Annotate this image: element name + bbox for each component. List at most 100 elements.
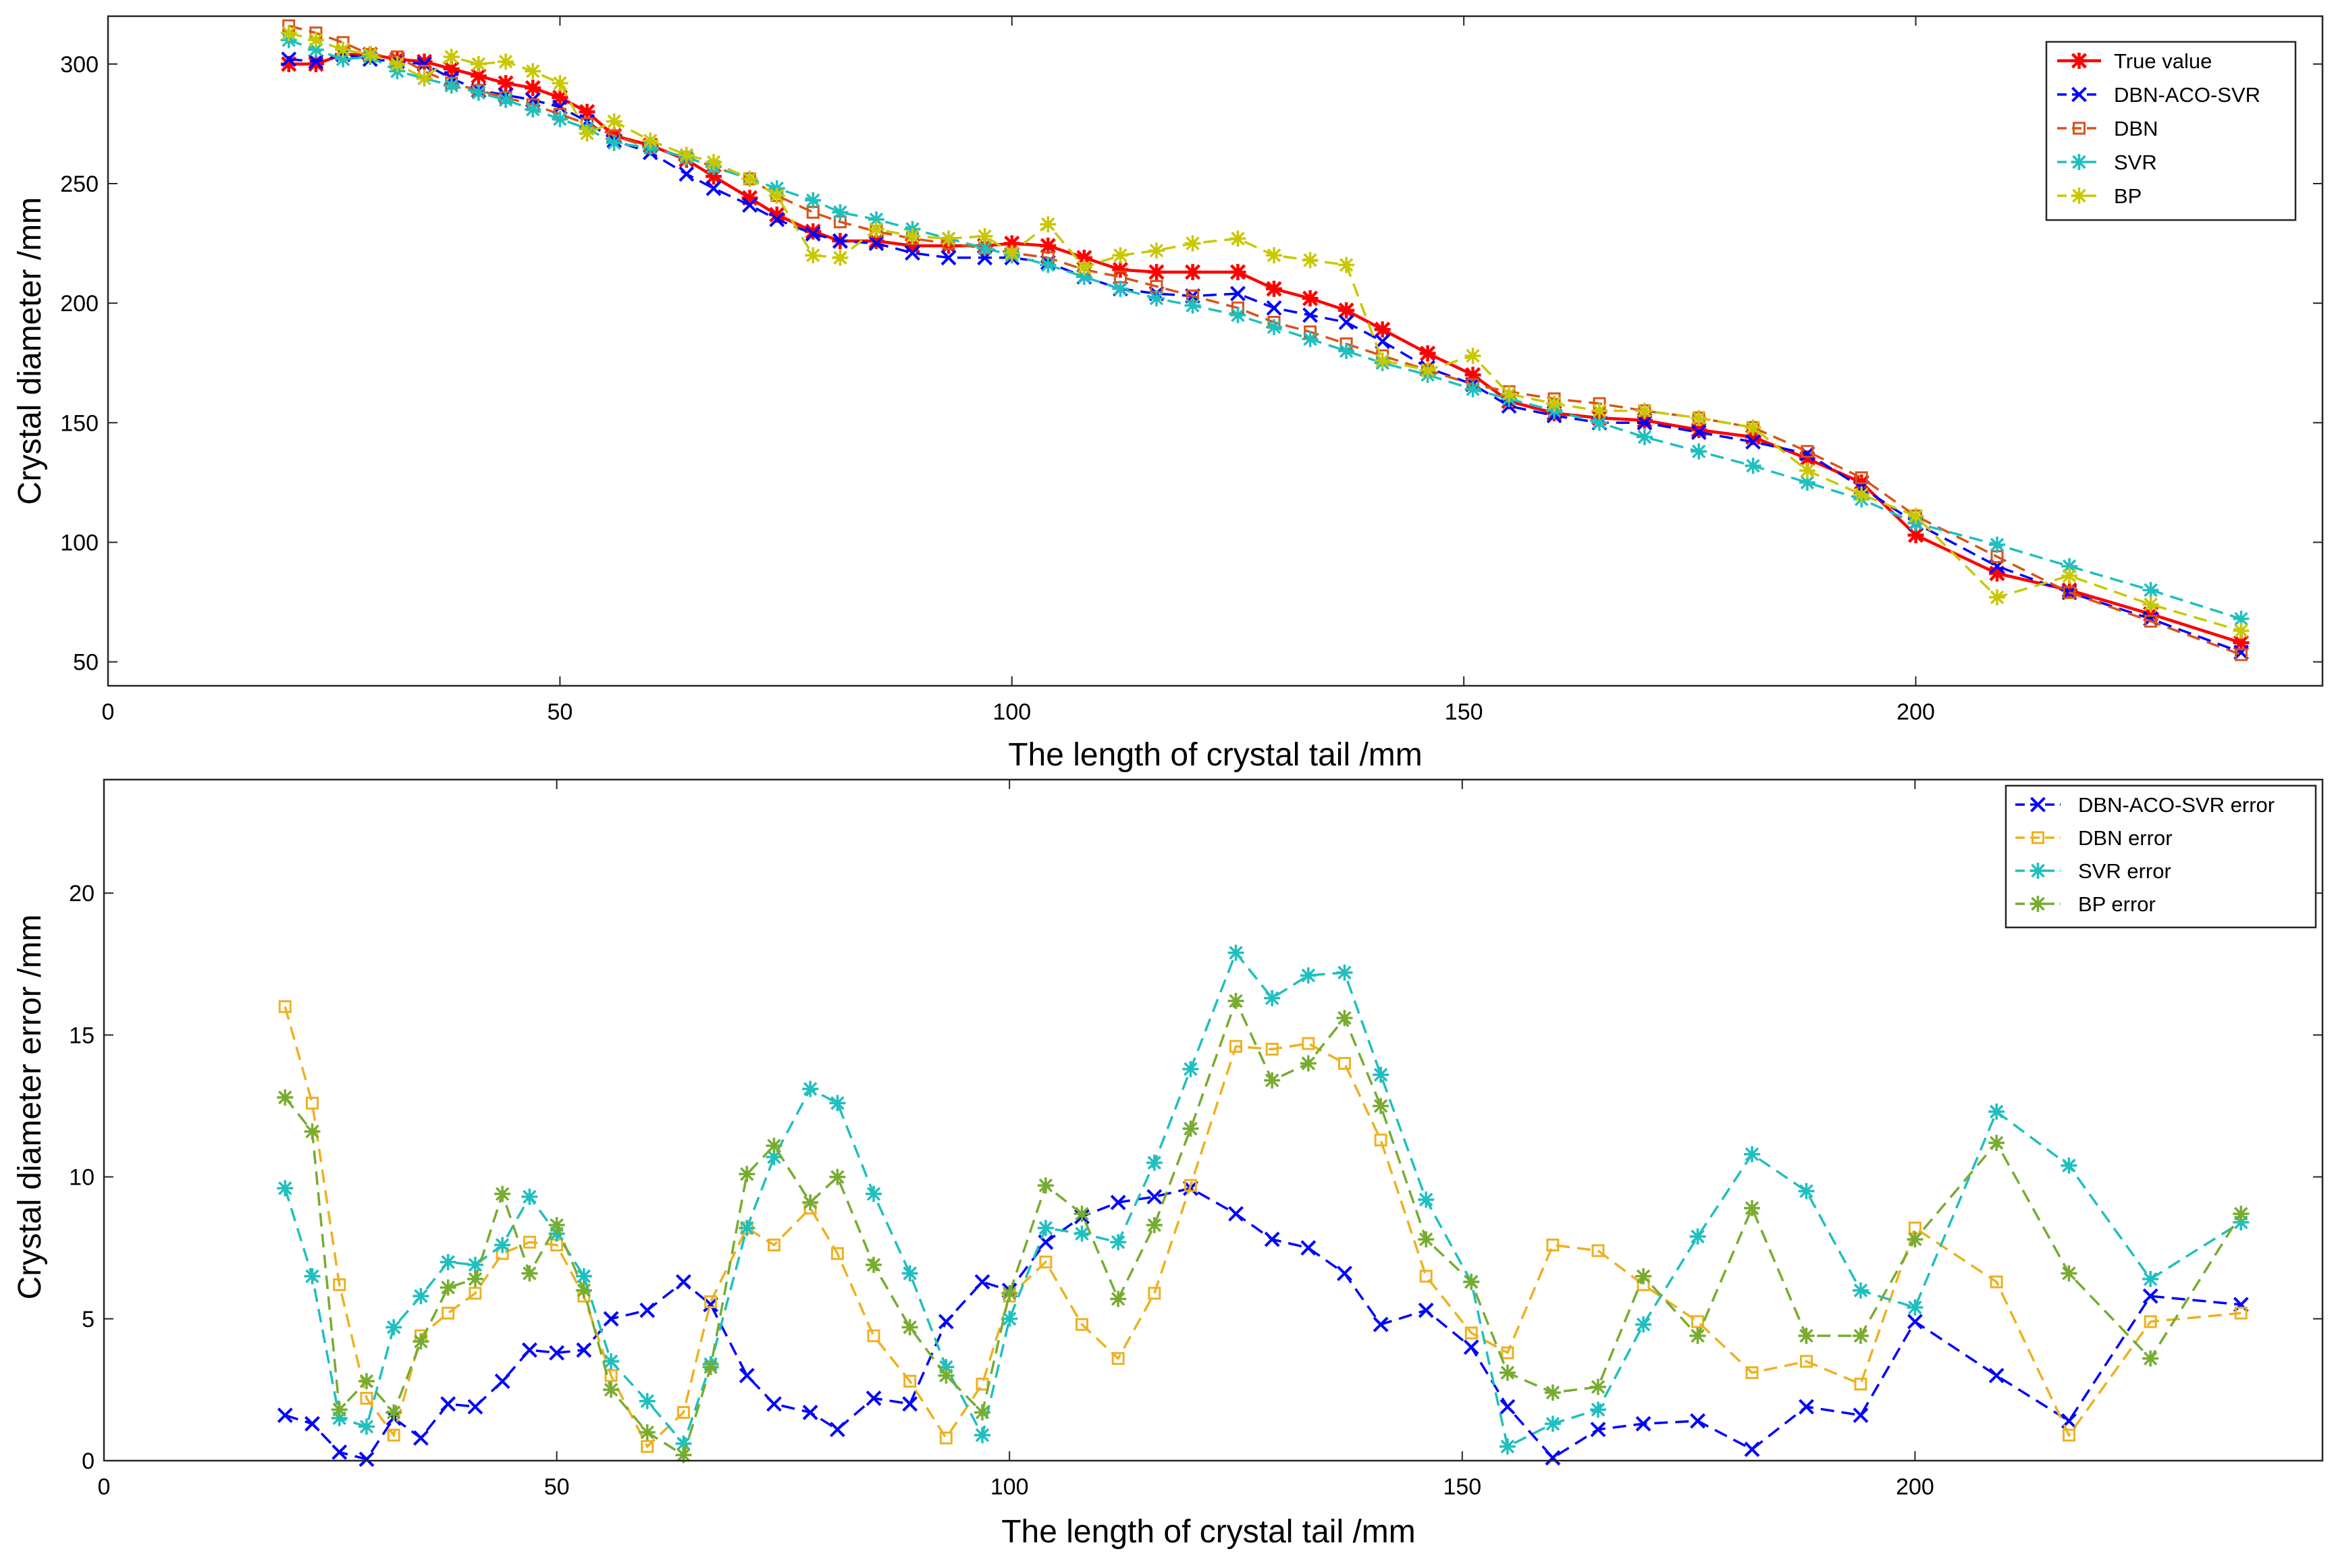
point-dbn-aco-svr: [1266, 300, 1282, 316]
point-dbn-aco-svr-error: [467, 1399, 483, 1415]
point-svr-error: [1300, 967, 1317, 984]
point-dbn: [2144, 614, 2158, 628]
point-svr-error: [1373, 1066, 1389, 1083]
diameter-x-axis-label: The length of crystal tail /mm: [1008, 737, 1423, 773]
point-bp-error: [1499, 1364, 1516, 1381]
point-dbn-aco-svr-error: [304, 1415, 320, 1432]
point-svr-error: [901, 1265, 918, 1282]
legend-label-true-value: True value: [2114, 49, 2212, 73]
error-y-tick-label: 10: [69, 1165, 95, 1191]
point-true-value: [1184, 264, 1201, 281]
point-dbn-error: [867, 1329, 880, 1343]
point-dbn-aco-svr: [940, 250, 957, 266]
point-svr: [868, 211, 884, 228]
point-dbn-aco-svr-error: [1418, 1302, 1434, 1318]
point-svr-error: [1073, 1225, 1090, 1242]
point-dbn: [2063, 586, 2076, 599]
point-dbn-error: [1148, 1287, 1161, 1300]
point-bp: [1907, 508, 1924, 524]
point-bp: [1112, 247, 1129, 264]
point-bp-error: [413, 1333, 429, 1350]
error-x-tick-label: 100: [990, 1474, 1029, 1500]
point-bp: [416, 70, 433, 87]
point-bp: [1003, 244, 1020, 261]
point-dbn-aco-svr-error: [1690, 1413, 1705, 1429]
point-svr: [1591, 414, 1608, 431]
series-dbn-error: [278, 1000, 2248, 1453]
point-bp-error: [2142, 1350, 2159, 1367]
point-bp: [940, 230, 957, 247]
point-svr: [1989, 536, 2006, 553]
point-dbn-error: [604, 1369, 618, 1382]
point-svr: [1799, 474, 1815, 491]
point-true-value: [1636, 412, 1653, 429]
point-dbn-error: [1854, 1377, 1867, 1390]
point-bp-error: [467, 1270, 483, 1287]
point-bp: [606, 113, 622, 130]
point-dbn-aco-svr: [706, 180, 722, 196]
point-true-value: [2061, 582, 2078, 599]
point-svr-error: [413, 1288, 429, 1305]
point-svr: [1112, 280, 1129, 297]
point-svr: [1691, 443, 1707, 460]
point-svr-error: [1907, 1299, 1923, 1316]
point-bp-error: [901, 1319, 918, 1336]
point-dbn-error: [1501, 1346, 1514, 1359]
point-true-value: [705, 168, 722, 185]
point-bp-error: [802, 1194, 819, 1211]
point-bp-error: [440, 1279, 456, 1296]
point-svr-error: [1988, 1103, 2005, 1120]
point-bp-error: [1798, 1328, 1815, 1345]
point-svr: [443, 77, 460, 94]
point-true-value: [1229, 264, 1246, 281]
point-dbn-aco-svr-error: [1988, 1368, 2005, 1384]
legend-label-dbn-aco-svr: DBN-ACO-SVR: [2114, 83, 2260, 107]
point-true-value: [2233, 634, 2250, 651]
point-dbn-error: [1229, 1039, 1243, 1053]
error-y-tick-label: 20: [69, 881, 95, 907]
point-dbn-aco-svr-error: [1499, 1399, 1516, 1415]
error-plot-frame: [103, 778, 2324, 1462]
point-svr-error: [358, 1418, 375, 1435]
series-bp: [280, 24, 2250, 639]
point-bp: [705, 154, 722, 171]
legend-label-svr-error: SVR error: [2078, 859, 2171, 883]
point-svr-error: [467, 1256, 483, 1273]
point-bp: [552, 75, 568, 92]
diameter-series-group: [280, 19, 2250, 661]
point-svr: [2142, 582, 2159, 599]
point-true-value: [741, 190, 758, 207]
point-dbn-error: [2062, 1428, 2075, 1442]
point-svr: [525, 101, 541, 118]
legend-marker-bp-error: [2029, 896, 2046, 912]
point-dbn-aco-svr-error: [902, 1396, 918, 1412]
point-bp: [1229, 230, 1246, 247]
error-x-tick-label: 200: [1896, 1474, 1934, 1500]
point-bp: [805, 247, 822, 264]
point-bp: [678, 146, 695, 163]
point-dbn-aco-svr-error: [1545, 1450, 1561, 1466]
point-bp: [1464, 348, 1481, 364]
point-bp: [1419, 362, 1436, 379]
error-legend: DBN-ACO-SVR error DBN error SVR error BP er…: [2005, 784, 2317, 929]
diameter-plot-frame: [107, 15, 2324, 687]
point-svr-error: [603, 1353, 620, 1370]
point-bp-error: [2061, 1265, 2077, 1282]
point-bp-error: [1635, 1268, 1652, 1285]
point-dbn-error: [830, 1247, 844, 1260]
point-dbn-aco-svr-error: [521, 1342, 537, 1358]
point-svr-error: [1635, 1316, 1652, 1333]
point-dbn-aco-svr-error: [494, 1373, 510, 1389]
point-dbn-aco-svr-error: [2142, 1288, 2158, 1304]
point-svr-error: [2061, 1157, 2077, 1174]
point-dbn-aco-svr-error: [440, 1396, 456, 1412]
point-bp: [642, 132, 659, 149]
diameter-y-tick-label: 150: [60, 410, 99, 436]
point-svr-error: [866, 1185, 882, 1202]
point-dbn-error: [641, 1440, 654, 1453]
diameter-y-tick-label: 250: [60, 171, 99, 197]
point-bp: [976, 227, 993, 244]
point-dbn-error: [1464, 1326, 1478, 1340]
point-svr-error: [1590, 1401, 1607, 1418]
point-bp-error: [1110, 1291, 1127, 1307]
